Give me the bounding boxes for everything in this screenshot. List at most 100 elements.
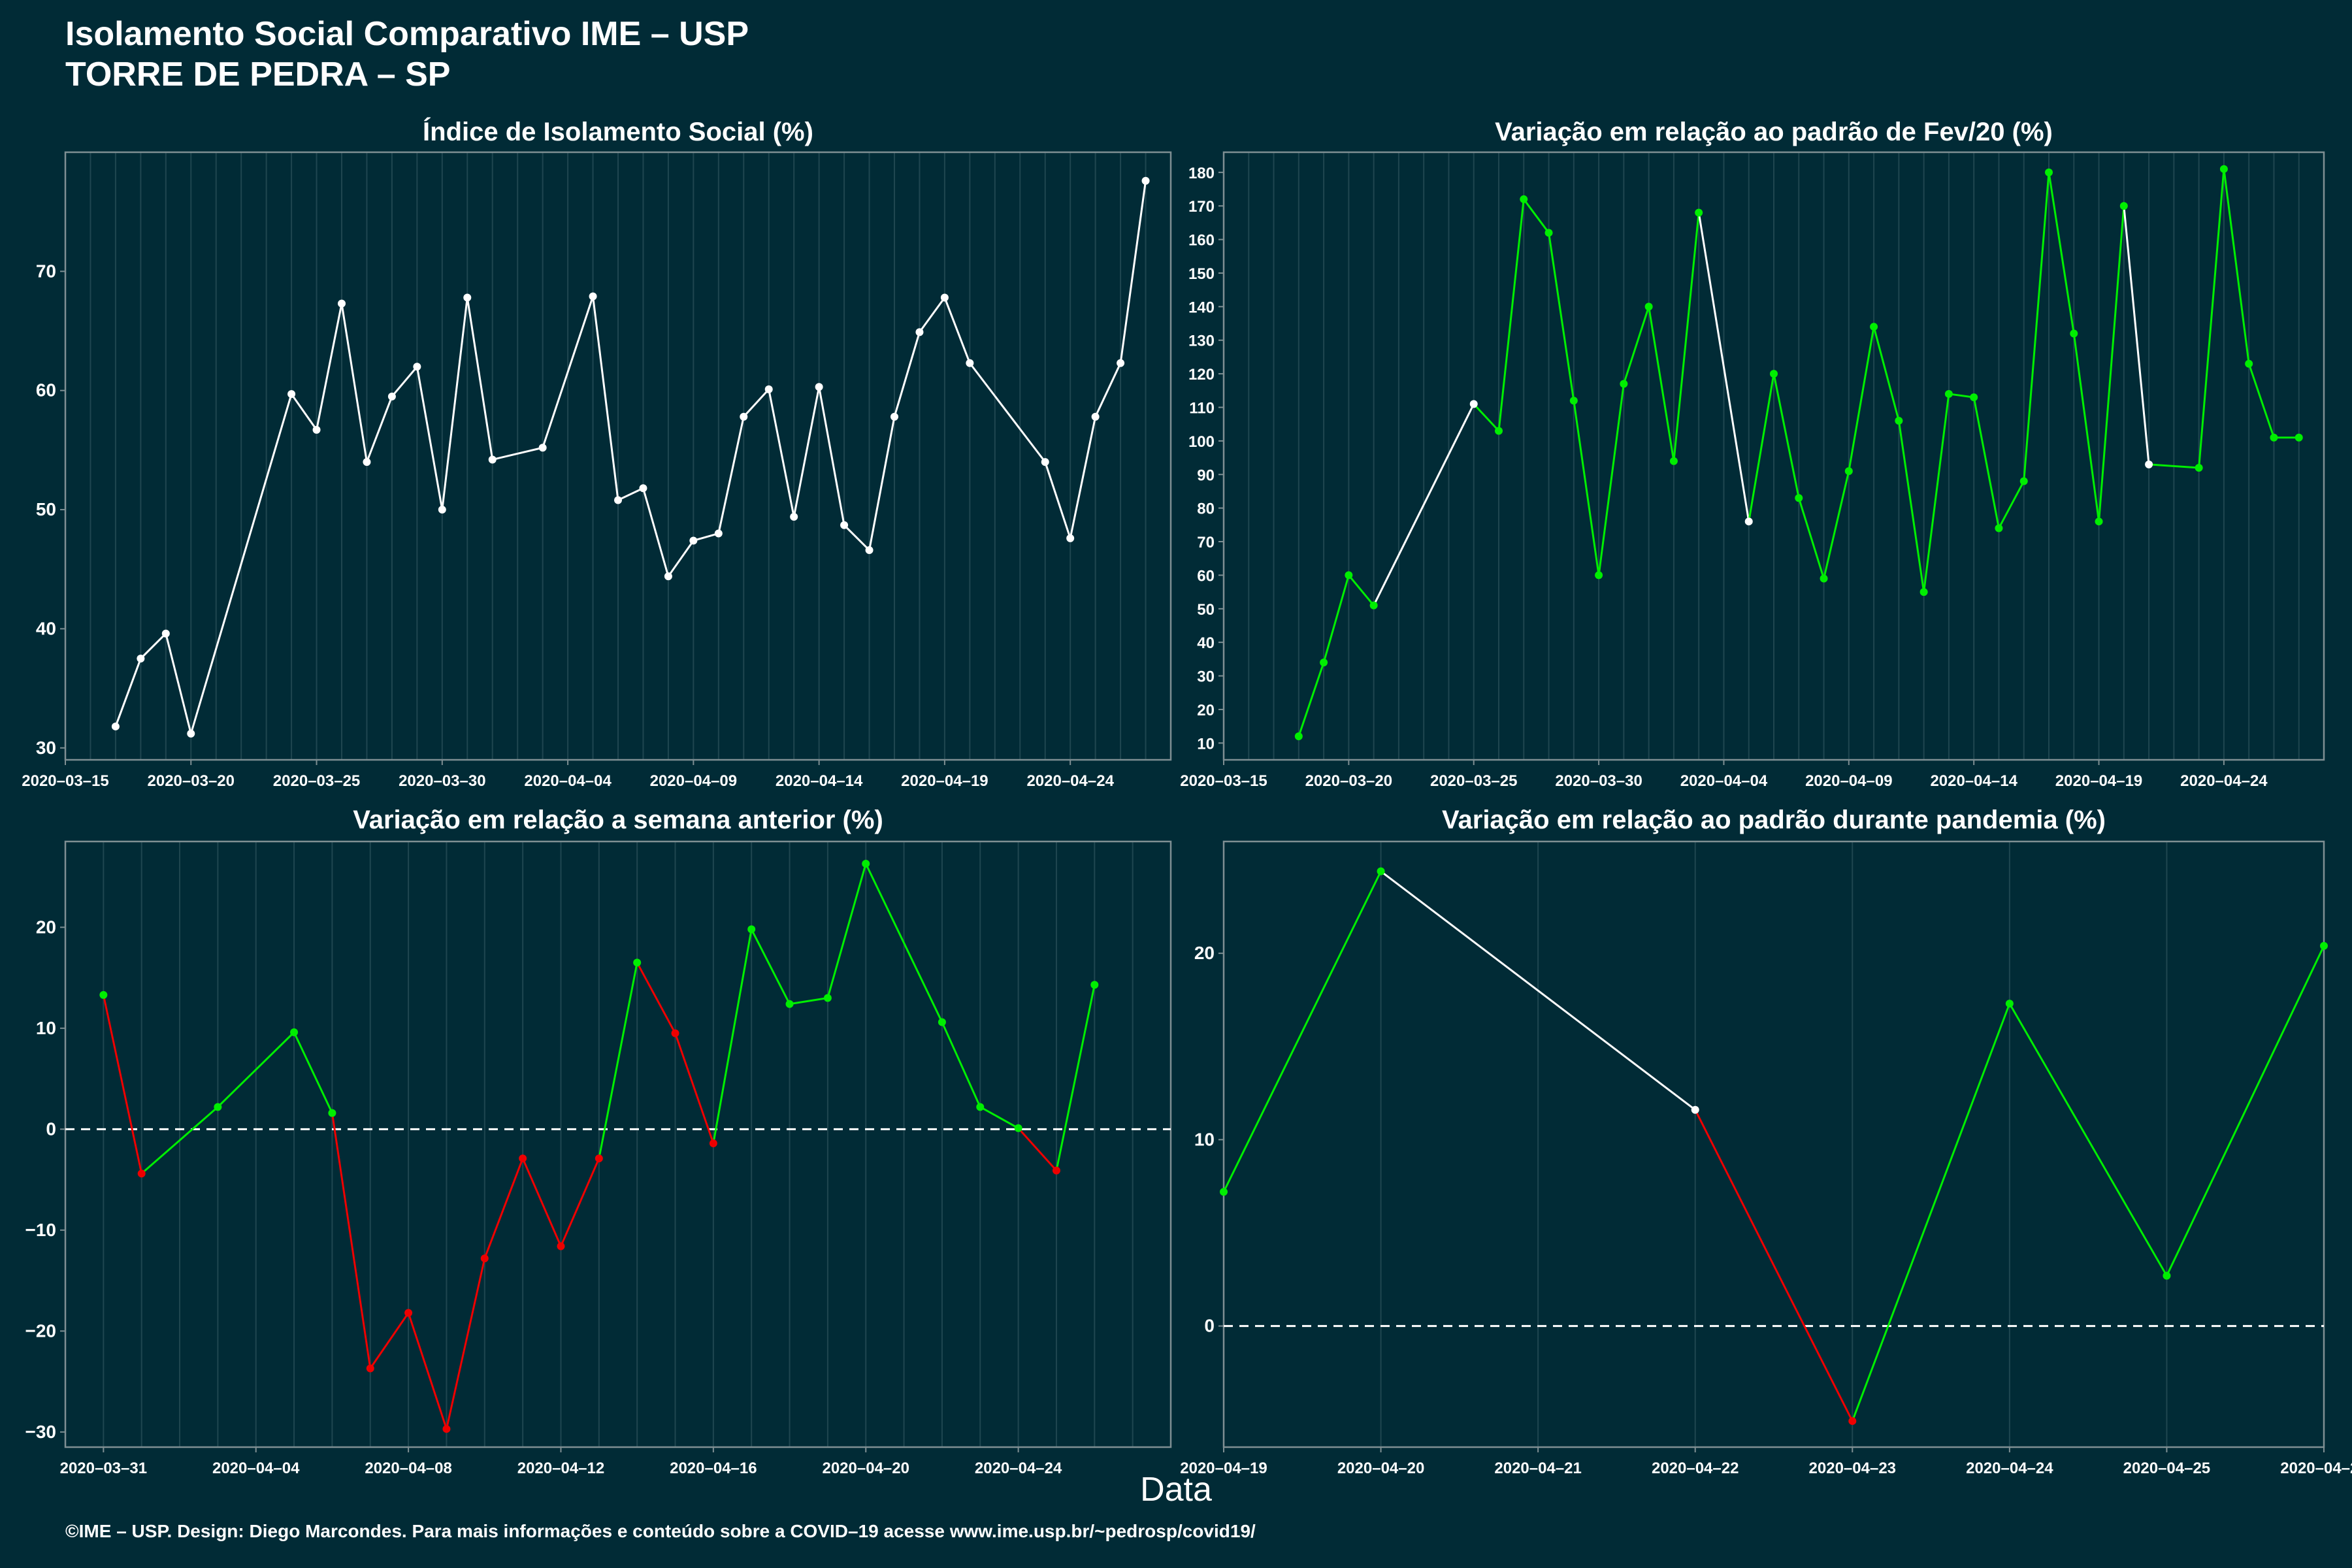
series-segment <box>2008 1003 2168 1277</box>
x-tick-label: 2020–04–24 <box>2180 772 2268 790</box>
series-segment <box>366 396 393 463</box>
data-point <box>664 572 672 581</box>
x-tick-label: 2020–04–14 <box>776 772 863 790</box>
footer-credits: ©IME – USP. Design: Diego Marcondes. Par… <box>65 1521 1256 1541</box>
chart-variation-previous-week: Variação em relação a semana anterior (%… <box>25 806 1172 1477</box>
data-point <box>1744 517 1753 526</box>
plot-frame <box>1222 151 2325 761</box>
data-point <box>1848 1417 1857 1426</box>
data-point <box>1495 427 1503 435</box>
series-segment <box>768 389 795 517</box>
series-segment <box>340 303 368 463</box>
series-segment <box>1872 326 1900 421</box>
series-segment <box>868 416 896 551</box>
series-segment <box>2048 172 2075 334</box>
data-point <box>1469 400 1478 408</box>
x-tick-label: 2020–03–15 <box>1180 772 1267 790</box>
data-point <box>404 1309 413 1317</box>
data-point <box>890 412 898 421</box>
series-segment <box>1222 870 1382 1192</box>
x-tick-label: 2020–03–15 <box>22 772 108 790</box>
series-segment <box>1648 306 1675 461</box>
series-segment <box>189 393 293 734</box>
data-point <box>2219 165 2228 173</box>
series-segment <box>919 297 946 333</box>
data-point <box>1820 574 1828 583</box>
series-segment <box>391 366 418 397</box>
y-tick-label: 180 <box>1188 165 1215 182</box>
data-point <box>862 859 870 868</box>
series-segment <box>290 393 318 431</box>
data-point <box>463 293 472 302</box>
panel-title: Variação em relação ao padrão de Fev/20 … <box>1495 118 2053 146</box>
data-point <box>1895 417 1903 425</box>
panel-title: Índice de Isolamento Social (%) <box>423 117 813 146</box>
series-segment <box>1851 1003 2011 1422</box>
data-point <box>1944 389 1953 398</box>
data-point <box>480 1254 489 1263</box>
series-segment <box>743 388 770 417</box>
series-segment <box>492 446 543 461</box>
data-point <box>1695 208 1703 217</box>
x-tick-label: 2020–03–25 <box>273 772 360 790</box>
series-segment <box>1998 480 2025 529</box>
chart-variation-pandemic-pattern: Variação em relação ao padrão durante pa… <box>1180 806 2352 1477</box>
x-tick-label: 2020–04–24 <box>975 1460 1062 1477</box>
series-segment <box>1948 393 1974 399</box>
data-point <box>2070 329 2078 338</box>
y-tick-label: 130 <box>1188 333 1215 350</box>
x-tick-label: 2020–03–25 <box>1430 772 1517 790</box>
data-point <box>1569 397 1578 405</box>
series-segment <box>1055 985 1096 1171</box>
y-tick-label: 110 <box>1189 399 1215 417</box>
x-tick-label: 2020–04–23 <box>1809 1460 1896 1477</box>
data-point <box>2095 517 2103 526</box>
series-segment <box>617 487 644 501</box>
data-point <box>2270 433 2278 442</box>
data-point <box>338 299 346 308</box>
series-segment <box>592 296 619 500</box>
data-point <box>1644 302 1653 311</box>
series-segment <box>979 1106 1019 1130</box>
series-segment <box>1923 393 1950 593</box>
y-tick-label: 40 <box>36 618 56 638</box>
x-tick-label: 2020–03–20 <box>148 772 235 790</box>
data-point <box>312 425 321 434</box>
data-point <box>1066 534 1075 542</box>
x-tick-label: 2020–04–04 <box>212 1460 300 1477</box>
data-point <box>1090 981 1099 989</box>
data-point <box>438 506 446 514</box>
series-segment <box>598 962 638 1159</box>
data-point <box>328 1109 336 1117</box>
series-segment <box>2123 206 2150 465</box>
data-point <box>1844 467 1853 476</box>
data-point <box>709 1139 717 1147</box>
y-tick-label: 100 <box>1188 433 1215 451</box>
series-segment <box>1848 326 1875 472</box>
y-tick-label: 170 <box>1188 198 1215 216</box>
x-tick-label: 2020–03–20 <box>1305 772 1392 790</box>
data-point <box>633 958 642 967</box>
data-point <box>1117 359 1125 367</box>
y-tick-label: 30 <box>1197 668 1215 686</box>
data-point <box>538 444 547 452</box>
x-tick-label: 2020–04–20 <box>822 1460 909 1477</box>
series-segment <box>642 487 670 577</box>
data-point <box>413 363 421 371</box>
plot-frame <box>1222 840 2325 1448</box>
series-segment <box>140 1106 219 1175</box>
data-point <box>366 1364 374 1373</box>
series-segment <box>445 1258 486 1429</box>
data-point <box>2245 359 2253 368</box>
data-point <box>639 484 647 493</box>
data-point <box>137 1169 146 1178</box>
series-segment <box>217 1031 295 1108</box>
series-segment <box>560 1158 600 1247</box>
data-point <box>764 385 773 393</box>
page-title-line2: TORRE DE PEDRA – SP <box>65 56 451 93</box>
series-segment <box>466 297 494 460</box>
series-segment <box>826 863 867 998</box>
y-tick-label: 50 <box>1197 601 1215 619</box>
data-point <box>363 458 371 466</box>
series-segment <box>941 1021 981 1107</box>
